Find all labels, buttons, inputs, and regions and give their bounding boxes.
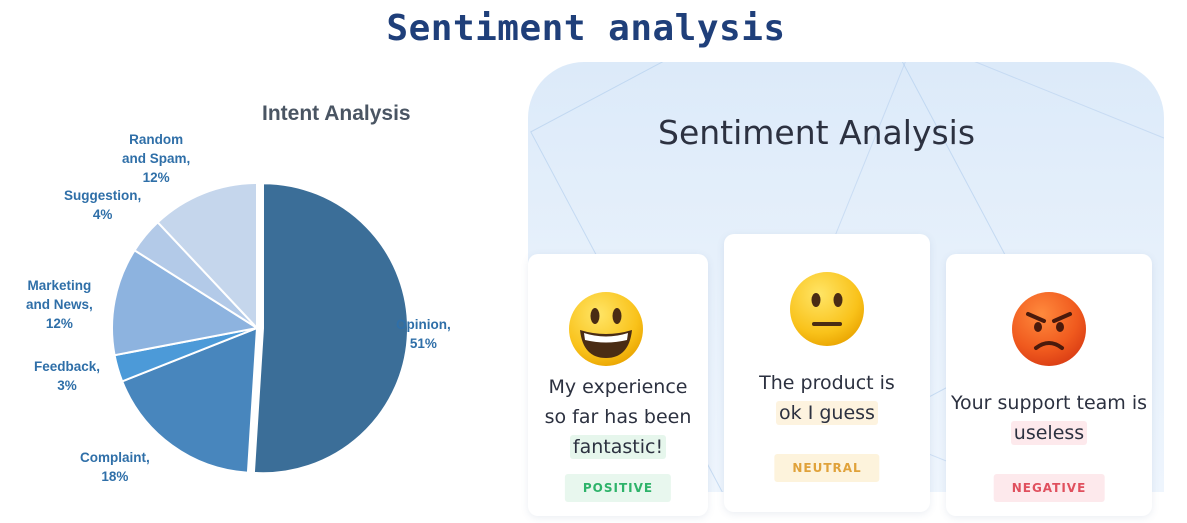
pie-chart bbox=[111, 181, 410, 475]
slice-label-random-and-spam: Random and Spam, 12% bbox=[122, 132, 191, 185]
slice-label-marketing-and-news: Marketing and News, 12% bbox=[26, 278, 93, 331]
card-text: My experience so far has been fantastic! bbox=[528, 372, 708, 462]
slice-label-opinion: Opinion, 51% bbox=[396, 317, 451, 351]
text-line: My experience bbox=[548, 376, 688, 398]
sentiment-badge-neutral: NEUTRAL bbox=[774, 454, 880, 482]
highlight-phrase: ok I guess bbox=[776, 401, 878, 425]
text-line: The product is bbox=[759, 372, 895, 394]
angry-face-icon bbox=[1012, 292, 1086, 366]
highlight-phrase: useless bbox=[1010, 421, 1088, 445]
sentiment-card-negative: Your support team is useless NEGATIVE bbox=[946, 254, 1152, 516]
intent-analysis-chart: Intent Analysis Opinion, 51% Complaint, 18… bbox=[0, 90, 520, 523]
slice-label-suggestion: Suggestion, 4% bbox=[64, 188, 142, 222]
slice-label-complaint: Complaint, 18% bbox=[80, 450, 150, 484]
grinning-face-icon bbox=[569, 292, 643, 366]
pie-slice-marketing-and-news bbox=[111, 248, 260, 357]
page-title: Sentiment analysis bbox=[386, 8, 786, 49]
highlight-phrase: fantastic! bbox=[569, 435, 667, 459]
sentiment-card-positive: My experience so far has been fantastic!… bbox=[528, 254, 708, 516]
card-text: Your support team is useless bbox=[946, 388, 1152, 448]
sentiment-badge-positive: POSITIVE bbox=[564, 474, 672, 502]
slice-label-feedback: Feedback, 3% bbox=[34, 359, 101, 393]
text-line: so far has been bbox=[544, 406, 692, 428]
pie-slice-random-and-spam bbox=[156, 181, 258, 331]
text-line: Your support team is bbox=[950, 392, 1148, 414]
sentiment-badge-negative: NEGATIVE bbox=[993, 474, 1105, 502]
sentiment-card-neutral: The product is ok I guess NEUTRAL bbox=[724, 234, 930, 512]
sentiment-title: Sentiment Analysis bbox=[658, 113, 976, 152]
neutral-face-icon bbox=[790, 272, 864, 346]
chart-title: Intent Analysis bbox=[262, 102, 411, 125]
pie-slice-opinion bbox=[252, 182, 410, 475]
pie-slice-complaint bbox=[120, 326, 259, 474]
card-text: The product is ok I guess bbox=[724, 368, 930, 428]
